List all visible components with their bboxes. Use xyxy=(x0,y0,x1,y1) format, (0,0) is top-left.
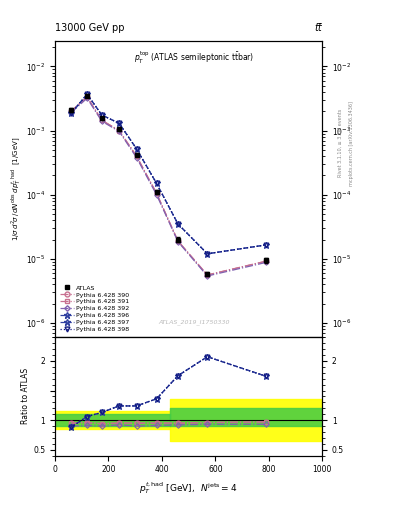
Pythia 6.428 398 xyxy=(154,180,159,186)
Pythia 6.428 396 xyxy=(117,120,121,126)
Pythia 6.428 390 xyxy=(69,108,73,114)
Pythia 6.428 392 xyxy=(99,118,104,124)
Text: $p_T^{\rm top}$ (ATLAS semileptonic t$\bar{\rm t}$bar): $p_T^{\rm top}$ (ATLAS semileptonic t$\b… xyxy=(134,50,254,66)
Pythia 6.428 396 xyxy=(264,242,268,248)
Pythia 6.428 396 xyxy=(69,111,73,117)
Line: Pythia 6.428 398: Pythia 6.428 398 xyxy=(69,92,268,256)
Pythia 6.428 398 xyxy=(99,112,104,118)
Pythia 6.428 398 xyxy=(69,111,73,117)
Pythia 6.428 397 xyxy=(69,111,73,117)
Pythia 6.428 392 xyxy=(264,260,268,266)
Pythia 6.428 391 xyxy=(99,117,104,123)
Pythia 6.428 397 xyxy=(176,221,180,227)
Pythia 6.428 391 xyxy=(69,108,73,114)
Text: ATLAS_2019_I1750330: ATLAS_2019_I1750330 xyxy=(158,319,230,325)
Legend: ATLAS, Pythia 6.428 390, Pythia 6.428 391, Pythia 6.428 392, Pythia 6.428 396, P: ATLAS, Pythia 6.428 390, Pythia 6.428 39… xyxy=(58,283,131,334)
Pythia 6.428 392 xyxy=(117,129,121,135)
Pythia 6.428 398 xyxy=(134,146,139,152)
Pythia 6.428 390 xyxy=(264,258,268,264)
Line: Pythia 6.428 392: Pythia 6.428 392 xyxy=(69,96,268,278)
Pythia 6.428 391 xyxy=(205,272,210,278)
Pythia 6.428 397 xyxy=(205,251,210,257)
Pythia 6.428 397 xyxy=(85,91,90,97)
Pythia 6.428 391 xyxy=(85,94,90,100)
Pythia 6.428 397 xyxy=(99,112,104,118)
Pythia 6.428 391 xyxy=(176,238,180,244)
Pythia 6.428 397 xyxy=(154,180,159,186)
Pythia 6.428 392 xyxy=(205,273,210,279)
Line: Pythia 6.428 396: Pythia 6.428 396 xyxy=(68,91,269,257)
Pythia 6.428 397 xyxy=(264,242,268,248)
Pythia 6.428 396 xyxy=(99,112,104,118)
Text: tt̅: tt̅ xyxy=(314,23,322,33)
Pythia 6.428 392 xyxy=(134,155,139,161)
Pythia 6.428 398 xyxy=(117,120,121,126)
Y-axis label: $1/\sigma\,d^2\!\sigma\,/\,dN^{\rm obs}\,dp_T^{t,\rm had}$  [1/GeV]: $1/\sigma\,d^2\!\sigma\,/\,dN^{\rm obs}\… xyxy=(10,137,23,241)
Pythia 6.428 390 xyxy=(176,238,180,244)
Pythia 6.428 398 xyxy=(176,221,180,227)
Pythia 6.428 390 xyxy=(134,153,139,159)
Pythia 6.428 390 xyxy=(154,190,159,197)
Pythia 6.428 396 xyxy=(85,91,90,97)
Pythia 6.428 391 xyxy=(134,153,139,159)
Pythia 6.428 398 xyxy=(264,242,268,248)
Pythia 6.428 396 xyxy=(134,146,139,152)
Pythia 6.428 398 xyxy=(205,251,210,257)
Pythia 6.428 390 xyxy=(99,117,104,123)
Y-axis label: Ratio to ATLAS: Ratio to ATLAS xyxy=(21,368,30,424)
Pythia 6.428 392 xyxy=(69,110,73,116)
Pythia 6.428 396 xyxy=(205,251,210,257)
Pythia 6.428 397 xyxy=(117,120,121,126)
Pythia 6.428 391 xyxy=(117,127,121,134)
Pythia 6.428 390 xyxy=(117,127,121,134)
Pythia 6.428 396 xyxy=(154,180,159,186)
Pythia 6.428 396 xyxy=(176,221,180,227)
Text: mcplots.cern.ch [arXiv:1306.3436]: mcplots.cern.ch [arXiv:1306.3436] xyxy=(349,101,354,186)
Pythia 6.428 397 xyxy=(134,146,139,152)
Line: Pythia 6.428 391: Pythia 6.428 391 xyxy=(69,95,268,278)
Pythia 6.428 391 xyxy=(264,258,268,264)
Pythia 6.428 391 xyxy=(154,190,159,197)
Line: Pythia 6.428 397: Pythia 6.428 397 xyxy=(68,91,269,257)
Line: Pythia 6.428 390: Pythia 6.428 390 xyxy=(69,95,268,278)
Text: Rivet 3.1.10, ≥ 3.1M events: Rivet 3.1.10, ≥ 3.1M events xyxy=(338,109,342,178)
Pythia 6.428 392 xyxy=(154,191,159,198)
Pythia 6.428 390 xyxy=(205,272,210,278)
Pythia 6.428 392 xyxy=(176,239,180,245)
Pythia 6.428 392 xyxy=(85,95,90,101)
Pythia 6.428 398 xyxy=(85,91,90,97)
X-axis label: $p_T^{t,\rm had}$ [GeV],  $N^{\rm jets}=4$: $p_T^{t,\rm had}$ [GeV], $N^{\rm jets}=4… xyxy=(140,480,238,496)
Pythia 6.428 390 xyxy=(85,94,90,100)
Text: 13000 GeV pp: 13000 GeV pp xyxy=(55,23,125,33)
